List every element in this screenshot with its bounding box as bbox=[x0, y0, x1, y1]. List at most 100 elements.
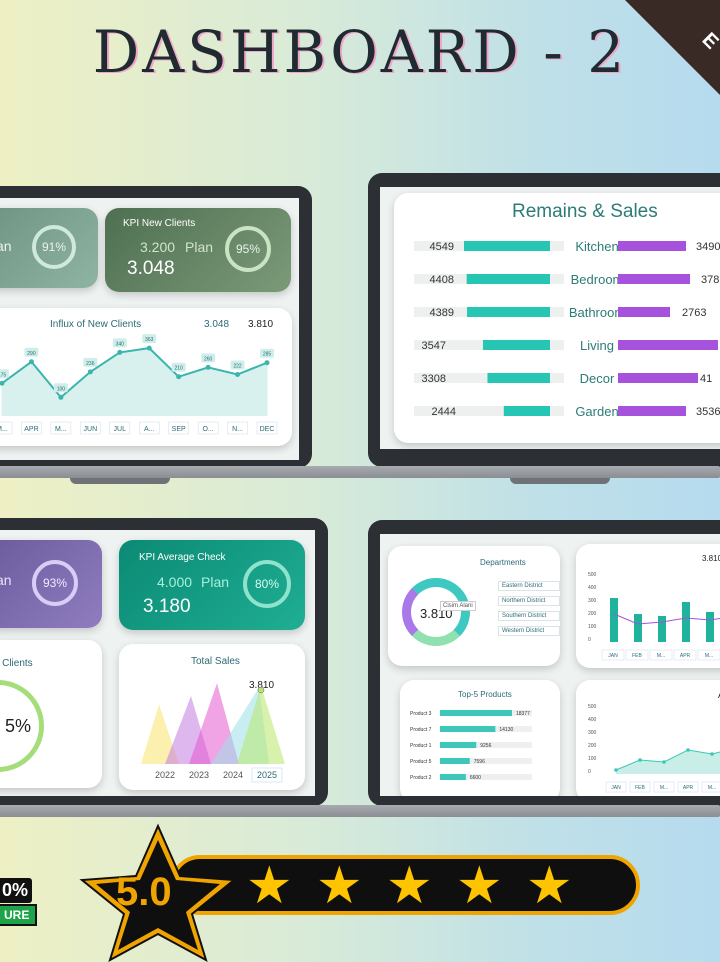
area-y-tick: 200 bbox=[588, 743, 597, 749]
influx-point bbox=[117, 349, 123, 355]
area-month-label: APR bbox=[683, 785, 694, 791]
remains-left-value: 3308 bbox=[422, 373, 446, 385]
influx-month-label: M... bbox=[0, 426, 8, 433]
laptop-3-screen: an 93% KPI Average Check 4.000 Plan 3.18… bbox=[0, 530, 315, 796]
area-month-label: M... bbox=[708, 785, 716, 791]
bars-month-box bbox=[601, 649, 625, 661]
remains-left-value: 4549 bbox=[430, 241, 454, 253]
area-line bbox=[615, 749, 720, 771]
total-sales-title: Total Sales bbox=[191, 656, 240, 667]
bars-y-tick: 400 bbox=[588, 585, 597, 591]
kpi-left-percent-2: 93% bbox=[42, 576, 68, 590]
remains-right-bar bbox=[618, 241, 686, 251]
remains-right-bar bbox=[618, 274, 690, 284]
remains-right-bar bbox=[618, 373, 698, 383]
influx-data-label: 285 bbox=[263, 352, 272, 358]
departments-legend-item[interactable]: Western District bbox=[498, 626, 560, 636]
influx-month-box bbox=[21, 421, 42, 435]
influx-label-bg bbox=[230, 360, 245, 370]
total-sales-value: 3.810 bbox=[249, 680, 275, 691]
bars-chart-card: 3.810 500 400 300 200 100 0 JAN FEB M... APR M... bbox=[576, 544, 720, 668]
remains-category-label: Bedroom bbox=[571, 272, 624, 287]
guarantee-badge: 0% URE bbox=[0, 872, 48, 930]
guarantee-ure: URE bbox=[0, 904, 38, 926]
area-point bbox=[710, 752, 714, 756]
departments-card: Departments 3.810 Cisim Alani Eastern Di… bbox=[388, 546, 560, 666]
area-point bbox=[638, 758, 642, 762]
area-y-tick: 400 bbox=[588, 717, 597, 723]
remains-left-bar bbox=[466, 274, 550, 284]
influx-month-label: JUL bbox=[114, 426, 127, 433]
rating-star-icon: ★ bbox=[246, 857, 293, 915]
area-point bbox=[686, 748, 690, 752]
influx-month-box bbox=[227, 421, 248, 435]
top5-card: Top-5 Products Product 3 18377 Product 7 14… bbox=[400, 680, 560, 796]
influx-data-label: 363 bbox=[145, 337, 154, 343]
remains-left-bar bbox=[467, 307, 550, 317]
clients-ring: 5% bbox=[0, 680, 44, 772]
top5-track bbox=[440, 758, 532, 764]
laptop-2: Remains & Sales 4549 Kitchen 3490 4408 Bedro… bbox=[368, 173, 720, 467]
bars-month-box bbox=[649, 649, 673, 661]
departments-legend-item[interactable]: Eastern District bbox=[498, 581, 560, 591]
rating-star-icon: ★ bbox=[386, 857, 433, 915]
bars-bar bbox=[706, 612, 714, 642]
remains-sales-title: Remains & Sales bbox=[512, 201, 658, 222]
remains-track bbox=[414, 406, 564, 416]
influx-data-label: 236 bbox=[86, 361, 95, 367]
top5-track bbox=[440, 742, 532, 748]
kpi-new-clients-title: KPI New Clients bbox=[123, 218, 196, 229]
top5-bar bbox=[440, 726, 496, 732]
top5-title: Top-5 Products bbox=[458, 690, 512, 699]
kpi-new-clients-plan-value: 3.200 bbox=[140, 239, 176, 255]
remains-left-value: 3547 bbox=[422, 340, 446, 352]
remains-category-label: Decor bbox=[580, 371, 615, 386]
kpi-left-percent: 91% bbox=[41, 240, 67, 254]
laptop-1: an 91% KPI New Clients 3.200 Plan 3.048 … bbox=[0, 186, 312, 468]
kpi-left-plan: an bbox=[0, 238, 12, 254]
departments-tooltip: Cisim Alani bbox=[440, 601, 476, 611]
kpi-left-card: an 91% bbox=[0, 208, 98, 288]
area-chart: 500 400 300 200 100 0 JAN FEB M... APR M... bbox=[588, 704, 720, 793]
top5-bar bbox=[440, 758, 470, 764]
area-month-label: M... bbox=[660, 785, 668, 791]
area-y-tick: 0 bbox=[588, 769, 591, 775]
remains-left-value: 4408 bbox=[430, 274, 454, 286]
area-y-tick: 500 bbox=[588, 704, 597, 710]
kpi-left-ring-2: 93% bbox=[32, 560, 78, 606]
total-sales-marker bbox=[257, 686, 265, 694]
departments-legend-item[interactable]: Southern District bbox=[498, 611, 560, 621]
influx-point bbox=[58, 394, 64, 400]
bars-chart: 500 400 300 200 100 0 JAN FEB M... APR M... bbox=[588, 572, 720, 661]
top5-bar bbox=[440, 710, 512, 716]
top5-value: 6600 bbox=[470, 775, 481, 781]
total-sales-triangle bbox=[141, 704, 179, 764]
influx-label-bg bbox=[112, 338, 127, 348]
bars-month-box bbox=[625, 649, 649, 661]
influx-line bbox=[1, 347, 268, 399]
total-sales-year-label: 2024 bbox=[223, 770, 243, 780]
remains-right-value: 378 bbox=[701, 274, 719, 286]
remains-right-bar bbox=[618, 307, 670, 317]
remains-category-label: Garden bbox=[575, 404, 618, 419]
remains-category-label: Kitchen bbox=[575, 239, 618, 254]
total-sales-year-box bbox=[251, 767, 283, 783]
kpi-avg-check-plan-value: 4.000 bbox=[157, 574, 193, 590]
remains-right-value: 3490 bbox=[696, 241, 720, 253]
departments-legend-item[interactable]: Northern District bbox=[498, 596, 560, 606]
top5-bar bbox=[440, 742, 477, 748]
influx-point bbox=[235, 371, 241, 377]
laptop-2-foot bbox=[510, 478, 610, 484]
top5-value: 14130 bbox=[499, 727, 513, 733]
influx-area bbox=[2, 348, 267, 416]
bars-bar bbox=[610, 598, 618, 642]
remains-right-value: 3536 bbox=[696, 406, 720, 418]
bars-month-label: JAN bbox=[608, 653, 618, 659]
influx-point bbox=[0, 380, 5, 386]
laptop-3: an 93% KPI Average Check 4.000 Plan 3.18… bbox=[0, 518, 328, 806]
area-month-box bbox=[653, 781, 675, 793]
influx-month-label: APR bbox=[24, 426, 38, 433]
laptop-4: Departments 3.810 Cisim Alani Eastern Di… bbox=[368, 520, 720, 806]
bars-y-tick: 0 bbox=[588, 637, 591, 643]
laptop-1-base bbox=[0, 466, 334, 478]
